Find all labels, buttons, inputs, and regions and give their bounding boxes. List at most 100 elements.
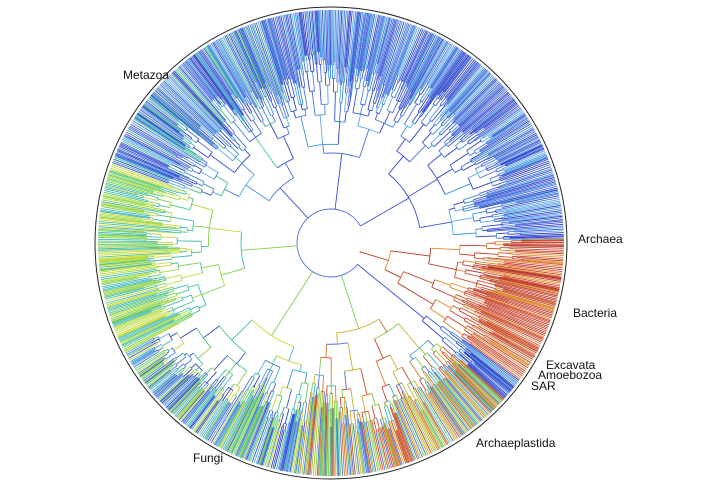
tree-branch [492,290,555,311]
tree-branch [498,252,510,254]
tree-branch [154,343,162,349]
tree-branch [467,364,506,399]
tree-branch [440,366,446,371]
tree-branch [357,114,362,127]
tree-branch [106,181,155,195]
tree-branch [286,126,290,134]
tree-branch [420,52,467,118]
tree-branch [503,275,561,287]
tree-branch [478,320,538,352]
tree-branch [209,227,242,233]
tree-branch [99,216,164,225]
tree-branch [449,152,469,166]
tree-branch [200,171,215,180]
tree-branch [145,204,154,207]
tree-branch [421,51,465,112]
tree-arc [275,411,279,414]
tree-branch [391,403,396,414]
tree-branch [159,84,215,136]
tree-branch [178,262,201,267]
tree-branch [172,383,201,415]
tree-arc [421,111,424,113]
tree-branch [448,364,494,411]
tree-branch [226,398,254,452]
tree-branch [202,373,207,378]
tree-branch [339,10,344,75]
tree-branch [160,375,190,403]
tree-branch [224,147,237,158]
tree-branch [248,402,272,462]
tree-branch [245,184,270,202]
tree-branch [451,355,465,368]
tree-arc [377,427,381,430]
tree-branch [162,339,173,347]
tree-branch [515,220,563,226]
tree-branch [103,280,158,293]
tree-branch [320,403,325,476]
tree-branch [190,138,197,143]
tree-branch [430,46,458,88]
tree-branch [100,208,150,217]
tree-branch [300,116,309,148]
tree-branch [366,14,379,69]
tree-arc [159,270,161,275]
tree-branch [515,249,564,253]
tree-branch [149,367,178,391]
tree-branch [318,407,323,476]
tree-branch [261,120,266,128]
tree-branch [238,28,266,89]
tree-branch [315,10,320,52]
tree-arc [204,372,209,376]
tree-branch [244,91,252,104]
tree-branch [357,264,402,300]
tree-branch [163,357,166,360]
tree-branch [475,260,499,265]
tree-arc [177,123,179,126]
tree-branch [319,64,322,82]
tree-branch [426,380,432,388]
tree-branch [504,262,563,271]
tree-branch [156,288,174,295]
tree-branch [99,215,164,224]
tree-branch [402,30,427,82]
tree-arc [188,166,191,168]
tree-branch [160,374,190,403]
tree-branch [478,317,488,323]
tree-branch [216,377,227,390]
tree-branch [250,91,261,109]
tree-branch [308,394,317,475]
tree-branch [182,366,191,375]
tree-branch [153,336,158,340]
tree-branch [462,340,519,383]
tree-branch [98,250,181,256]
tree-branch [266,369,271,378]
tree-branch [428,44,454,85]
tree-branch [219,402,246,449]
tree-branch [515,251,564,255]
tree-branch [496,138,540,161]
tree-branch [98,257,146,263]
tree-branch [498,169,553,189]
tree-branch [215,175,229,184]
tree-branch [197,51,243,117]
tree-arc [486,158,488,160]
tree-branch [430,386,465,435]
tree-arc [176,332,185,344]
tree-arc [246,103,248,105]
tree-arc [414,398,418,402]
tree-branch [444,59,476,98]
tree-arc [450,354,454,358]
tree-arc [449,164,456,174]
tree-branch [429,308,446,320]
tree-branch [485,205,502,210]
tree-branch [486,175,555,197]
tree-arc [176,155,178,158]
tree-branch [480,276,500,282]
tree-branch [406,33,433,87]
tree-branch [474,310,542,343]
tree-branch [362,13,374,71]
tree-branch [212,191,222,197]
tree-branch [284,162,295,179]
tree-branch [277,94,282,106]
tree-branch [231,395,237,404]
